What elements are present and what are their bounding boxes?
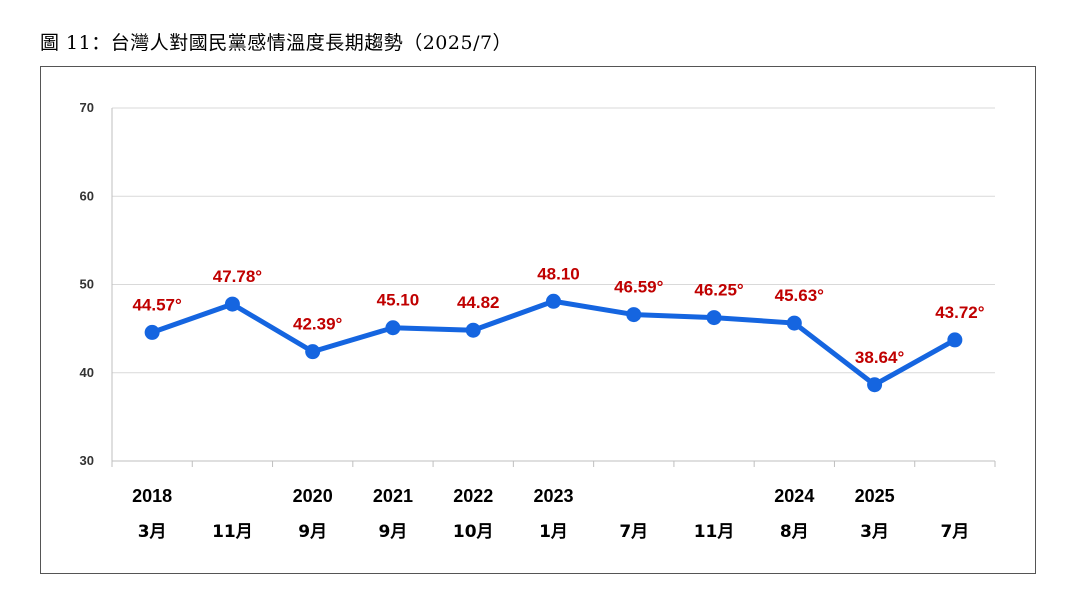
x-tick-month: 9月 bbox=[379, 522, 408, 542]
data-point bbox=[786, 315, 802, 331]
x-tick-labels: 2018 3月 11月 2020 9月 2021 9月 2022 10月 2023 1月 7月 11月 2… bbox=[132, 486, 969, 542]
data-point bbox=[546, 293, 561, 309]
y-tick-label: 70 bbox=[80, 100, 94, 115]
x-tick-year: 2024 bbox=[774, 486, 814, 506]
data-label: 45.63° bbox=[775, 286, 825, 305]
data-point bbox=[385, 320, 401, 336]
x-tick-month: 3月 bbox=[860, 522, 889, 542]
x-tick-year: 2018 bbox=[132, 486, 172, 506]
chart-frame bbox=[40, 66, 1036, 574]
x-tick-year: 2022 bbox=[453, 486, 493, 506]
data-label: 46.25° bbox=[694, 281, 744, 300]
data-point bbox=[465, 322, 481, 338]
data-point bbox=[947, 332, 963, 348]
x-tick-month: 7月 bbox=[940, 522, 969, 542]
data-label: 46.59° bbox=[614, 278, 664, 297]
x-tick-month: 8月 bbox=[780, 522, 809, 542]
x-tick-year: 2021 bbox=[373, 486, 413, 506]
x-tick-year: 2025 bbox=[855, 486, 895, 506]
data-label: 45.10 bbox=[377, 291, 420, 310]
axes bbox=[111, 108, 996, 467]
data-point bbox=[305, 344, 321, 360]
y-tick-label: 60 bbox=[80, 188, 94, 203]
y-tick-label: 40 bbox=[80, 365, 94, 380]
x-tick-month: 1月 bbox=[539, 522, 568, 542]
data-label: 42.39° bbox=[293, 315, 343, 334]
x-tick-year: 2023 bbox=[533, 486, 573, 506]
figure-caption: 圖 11：台灣人對國民黨感情溫度長期趨勢（2025/7） bbox=[40, 32, 513, 54]
x-tick-month: 3月 bbox=[138, 522, 167, 542]
data-points bbox=[144, 293, 963, 393]
gridlines bbox=[112, 107, 995, 374]
data-label: 48.10 bbox=[537, 264, 580, 283]
data-label: 44.57° bbox=[132, 295, 182, 314]
x-tick-year: 2020 bbox=[293, 486, 333, 506]
data-point bbox=[224, 296, 240, 312]
data-point bbox=[706, 310, 722, 326]
x-tick-month: 7月 bbox=[619, 522, 648, 542]
x-tick-month: 10月 bbox=[453, 522, 494, 542]
series-line bbox=[149, 298, 958, 388]
data-label: 47.78° bbox=[213, 267, 263, 286]
data-label: 44.82 bbox=[457, 293, 500, 312]
y-tick-label: 30 bbox=[80, 453, 94, 468]
y-tick-label: 50 bbox=[80, 277, 94, 292]
data-label: 38.64° bbox=[855, 348, 905, 367]
data-point bbox=[144, 324, 160, 340]
x-tick-month: 9月 bbox=[298, 522, 327, 542]
data-label: 43.72° bbox=[935, 303, 985, 322]
data-point bbox=[626, 307, 642, 323]
x-tick-month: 11月 bbox=[694, 522, 735, 542]
x-tick-month: 11月 bbox=[212, 522, 253, 542]
y-tick-labels: 30 40 50 60 70 bbox=[80, 100, 94, 468]
data-labels: 44.57° 47.78° 42.39° 45.10 44.82 48.10 46.59° 4… bbox=[132, 264, 984, 366]
data-point bbox=[867, 377, 883, 393]
series-line-layer bbox=[149, 298, 958, 388]
